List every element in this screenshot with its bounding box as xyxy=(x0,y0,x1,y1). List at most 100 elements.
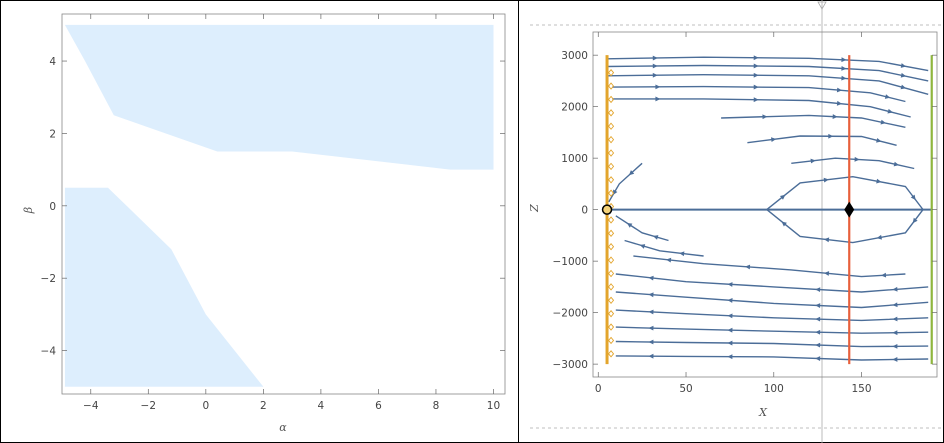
flow-line-2 xyxy=(606,73,929,95)
flow-arrowhead xyxy=(912,217,918,224)
flow-arrowhead xyxy=(823,237,830,243)
nullcline-marker xyxy=(607,256,615,264)
flow-arrowhead xyxy=(648,353,654,359)
flow-arrowhead xyxy=(876,178,882,184)
flow-arrowhead xyxy=(655,96,661,102)
nullcline-marker xyxy=(607,229,615,238)
right-x-tick-label: 100 xyxy=(764,383,784,395)
flow-arrowhead xyxy=(880,272,887,278)
flow-arrowhead xyxy=(652,55,658,61)
flow-arrowhead xyxy=(880,119,886,125)
flow-arrowhead xyxy=(884,94,891,99)
flow-arrowhead xyxy=(639,244,646,249)
flow-arrowhead xyxy=(648,309,654,315)
nullcline-marker xyxy=(607,82,615,90)
fixed-point-unstable xyxy=(601,204,613,215)
flow-line-12 xyxy=(633,255,906,278)
left-y-tick-label: 0 xyxy=(49,201,56,213)
flow-arrowhead xyxy=(832,114,838,119)
fixed-points xyxy=(601,201,855,218)
nullcline-marker xyxy=(607,162,615,171)
left-x-tick-label: 0 xyxy=(202,400,209,412)
flow-line-4 xyxy=(612,98,911,118)
flow-arrowhead xyxy=(727,282,733,287)
flow-arrowhead xyxy=(626,222,633,228)
flow-arrowhead xyxy=(893,161,900,167)
left-y-ticks: −4 −2 0 2 4 xyxy=(41,56,505,358)
right-x-tick-label: 0 xyxy=(595,383,602,395)
nullcline-marker xyxy=(607,309,615,318)
nullcline-marker xyxy=(607,269,615,278)
flow-arrowhead xyxy=(892,302,898,308)
region-plot: −4 −2 0 2 4 6 8 10 −4 −2 0 2 4 α β xyxy=(22,13,506,434)
right-y-axis-label: Z xyxy=(528,204,541,213)
flow-arrowhead xyxy=(665,257,672,263)
flow-line-18 xyxy=(615,355,929,361)
left-y-tick-label: −4 xyxy=(41,346,57,358)
nullcline-marker xyxy=(607,216,615,224)
left-x-tick-label: 2 xyxy=(260,400,267,412)
flow-arrowhead xyxy=(727,340,733,346)
left-regions xyxy=(64,24,494,387)
flow-line-1 xyxy=(606,64,929,82)
flow-arrowhead xyxy=(652,235,659,240)
nullcline-marker xyxy=(607,336,615,345)
left-y-axis-label: β xyxy=(22,207,35,214)
nullcline-marker xyxy=(607,350,615,358)
right-y-tick-label: 3000 xyxy=(561,50,588,62)
flow-arrowhead xyxy=(727,327,733,333)
flow-line-16 xyxy=(615,326,929,334)
flow-arrowhead xyxy=(628,170,635,176)
flow-arrowhead xyxy=(655,84,661,90)
flow-line-0 xyxy=(606,56,929,72)
flow-arrowhead xyxy=(892,343,898,349)
right-x-ticks: 0 50 100 150 xyxy=(595,32,872,395)
nullcline-marker xyxy=(607,68,615,77)
flow-arrowhead xyxy=(815,303,821,308)
right-y-tick-label: 2000 xyxy=(561,102,588,114)
flow-line-11 xyxy=(624,239,704,257)
flow-arrowhead xyxy=(753,84,759,90)
flow-arrowhead xyxy=(828,133,834,139)
flow-arrowhead xyxy=(753,63,759,69)
flow-arrowhead xyxy=(841,75,847,81)
flow-arrowhead xyxy=(892,330,898,336)
flow-arrowhead xyxy=(815,342,821,348)
right-y-ticks: −3000 −2000 −1000 0 1000 2000 3000 xyxy=(552,50,937,371)
flow-line-15 xyxy=(615,309,929,322)
flow-arrowhead xyxy=(781,221,787,227)
left-x-axis-label: α xyxy=(279,421,287,434)
feasible-region-1 xyxy=(64,187,264,387)
right-y-tick-label: −3000 xyxy=(552,359,588,371)
nullcline-marker xyxy=(607,323,615,331)
right-y-tick-label: −1000 xyxy=(552,256,588,268)
flow-arrowhead xyxy=(770,137,777,143)
flow-arrowhead xyxy=(887,108,893,114)
feasible-region-0 xyxy=(64,24,494,170)
flow-arrowhead xyxy=(815,356,821,361)
nullcline-marker xyxy=(607,243,615,251)
flow-arrowhead xyxy=(727,354,733,360)
flow-arrowhead xyxy=(823,271,830,276)
flow-line-9 xyxy=(608,162,643,203)
flow-line-14 xyxy=(615,291,929,309)
flow-arrowhead xyxy=(648,275,654,281)
left-x-tick-label: −4 xyxy=(83,400,99,412)
flow-arrowhead xyxy=(815,329,821,335)
flow-arrowhead xyxy=(727,298,733,303)
flow-arrowhead xyxy=(823,177,829,183)
flow-arrowhead xyxy=(648,325,654,331)
flow-line-5 xyxy=(721,114,906,128)
left-x-ticks: −4 −2 0 2 4 6 8 10 xyxy=(83,14,500,412)
nullcline-marker xyxy=(607,122,615,130)
flow-line-13 xyxy=(615,273,929,293)
right-y-tick-label: 1000 xyxy=(561,153,588,165)
flow-arrowhead xyxy=(727,313,733,319)
flow-arrowhead xyxy=(652,63,658,69)
right-y-tick-label: 0 xyxy=(581,205,588,217)
flow-arrowhead xyxy=(836,87,843,93)
flow-arrowhead xyxy=(744,264,751,270)
flow-arrowhead xyxy=(900,63,907,68)
flow-arrowhead xyxy=(648,292,654,298)
flow-arrowhead xyxy=(648,339,654,345)
